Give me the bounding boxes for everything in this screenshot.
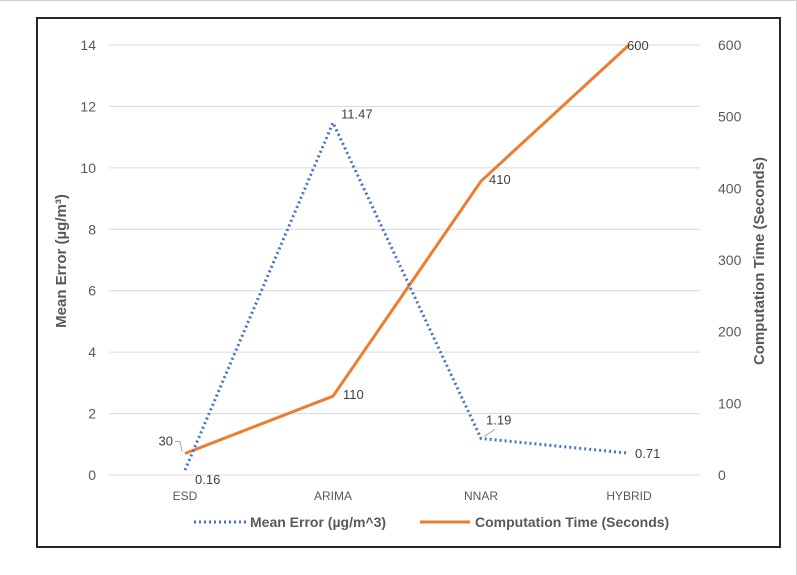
y-tick-right-label: 200 (718, 324, 742, 340)
page-top-border (0, 0, 797, 1)
data-label-mean-error: 0.71 (635, 446, 660, 461)
y-tick-right-label: 100 (718, 395, 742, 411)
series-lines (183, 43, 631, 471)
x-tick-label: HYBRID (606, 489, 652, 503)
legend: Mean Error (µg/m^3) Computation Time (Se… (194, 514, 669, 530)
y-tick-left-label: 2 (88, 406, 96, 422)
x-axis: ESD ARIMA NNAR HYBRID (173, 489, 652, 503)
legend-label-computation-time: Computation Time (Seconds) (475, 514, 669, 530)
series-line-computation-time (184, 43, 631, 455)
data-label-mean-error: 11.47 (341, 107, 373, 122)
leader-line (483, 429, 496, 437)
y-tick-left-label: 10 (80, 160, 96, 176)
leader-line (175, 441, 183, 452)
x-tick-label: ESD (173, 489, 198, 503)
y-tick-left-label: 0 (88, 467, 96, 483)
gridlines (109, 44, 700, 476)
y-tick-right-label: 500 (718, 109, 742, 125)
y-axis-right-title: Computation Time (Seconds) (751, 157, 768, 365)
data-label-computation-time: 30 (159, 434, 173, 449)
y-tick-left-label: 12 (80, 98, 96, 114)
data-label-computation-time: 110 (343, 387, 364, 402)
y-tick-left-label: 8 (88, 221, 96, 237)
data-label-computation-time: 410 (489, 172, 511, 187)
data-label-mean-error: 1.19 (486, 412, 511, 427)
y-tick-right-label: 300 (718, 252, 742, 268)
y-tick-left-label: 6 (88, 283, 96, 299)
x-tick-label: ARIMA (314, 489, 352, 503)
x-tick-label: NNAR (464, 489, 498, 503)
y-axis-right: 0 100 200 300 400 500 600 (718, 37, 742, 483)
y-tick-right-label: 600 (718, 37, 742, 53)
y-axis-left: 0 2 4 6 8 10 12 14 (80, 37, 96, 483)
y-tick-right-label: 400 (718, 180, 742, 196)
series-line-mean-error (183, 119, 630, 471)
legend-label-mean-error: Mean Error (µg/m^3) (250, 514, 386, 530)
data-label-mean-error: 0.16 (195, 472, 220, 487)
data-labels: 0.16 11.47 1.19 0.71 30 110 410 600 (159, 38, 661, 487)
y-tick-left-label: 4 (88, 344, 96, 360)
y-tick-right-label: 0 (718, 467, 726, 483)
y-axis-left-title: Mean Error (µg/m³) (53, 194, 70, 328)
y-tick-left-label: 14 (80, 37, 96, 53)
chart-frame (36, 17, 781, 548)
data-label-computation-time: 600 (627, 38, 649, 53)
